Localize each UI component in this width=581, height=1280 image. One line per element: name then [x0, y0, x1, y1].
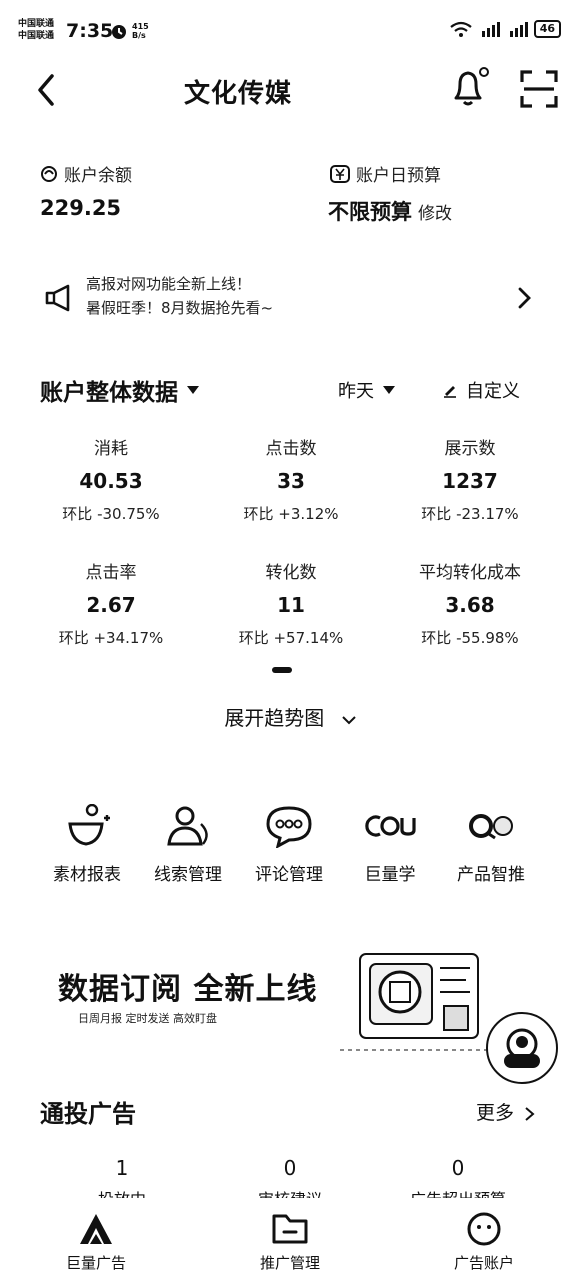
status-bar: 中国联通 中国联通 7:35 415 B/s 46 [0, 0, 581, 56]
floating-assistant-button[interactable] [484, 1010, 560, 1086]
announcement-banner[interactable]: 高报对网功能全新上线！ 暑假旺季！8月数据抢先看~ [40, 268, 540, 326]
tool-smart-push[interactable]: 产品智推 [436, 804, 546, 885]
expand-trend-button[interactable]: 展开趋势图 [0, 702, 581, 731]
tool-learning[interactable]: 巨量学 [335, 804, 445, 885]
chevron-down-icon [341, 715, 356, 724]
more-ads-link[interactable]: 更多 [476, 1098, 536, 1125]
notification-bell-icon[interactable] [448, 66, 490, 110]
alarm-icon [112, 25, 126, 39]
nav-promotion-management[interactable]: 推广管理 [230, 1212, 350, 1273]
ad-stat-over-budget[interactable]: 0 广告超出预算 [410, 1156, 506, 1198]
account-face-icon [467, 1212, 501, 1246]
page-indicator [272, 667, 292, 673]
banner-title: 数据订阅 全新上线 [58, 972, 318, 1007]
chevron-right-icon [525, 1106, 535, 1121]
balance-icon [41, 165, 57, 182]
overview-title-dropdown[interactable]: 账户整体数据 [40, 373, 200, 407]
lead-management-icon [167, 806, 208, 846]
metric-impressions[interactable]: 展示数 1237 环比 -23.17% [421, 439, 519, 523]
balance-label: 账户余额 [40, 161, 132, 186]
clock: 7:35 [66, 20, 114, 42]
yen-icon [330, 164, 350, 183]
tool-lead-management[interactable]: 线索管理 [133, 804, 243, 885]
scan-icon[interactable] [520, 70, 558, 108]
customize-button[interactable]: 自定义 [442, 377, 520, 403]
carrier-info: 中国联通 中国联通 [18, 19, 55, 41]
caret-down-icon [187, 386, 199, 394]
tool-comment-management[interactable]: 评论管理 [234, 804, 344, 885]
dashboard-illustration-icon [340, 953, 490, 1051]
ad-stat-running[interactable]: 1 投放中 [98, 1156, 146, 1198]
date-filter-dropdown[interactable]: 昨天 [338, 377, 396, 403]
budget-label: 账户日预算 [330, 161, 441, 186]
announcement-text: 高报对网功能全新上线！ 暑假旺季！8月数据抢先看~ [86, 275, 274, 317]
metric-avg-conversion-cost[interactable]: 平均转化成本 3.68 环比 -55.98% [419, 563, 521, 647]
material-report-icon [68, 804, 110, 846]
budget-value: 不限预算 修改 [328, 200, 452, 224]
metric-clicks[interactable]: 点击数 33 环比 +3.12% [243, 439, 339, 523]
folder-icon [272, 1214, 308, 1244]
chevron-right-icon [518, 287, 531, 309]
megaphone-icon [45, 284, 70, 312]
data-subscription-banner[interactable]: 数据订阅 全新上线 日周月报 定时发送 高效盯盘 [0, 920, 581, 1070]
smart-push-icon [469, 814, 513, 840]
bottom-navigation: 巨量广告 推广管理 广告账户 [0, 1200, 581, 1280]
nav-home[interactable]: 巨量广告 [36, 1212, 156, 1273]
system-icons: 46 [450, 20, 561, 38]
signal-icon-2 [509, 22, 528, 37]
nav-ad-account[interactable]: 广告账户 [424, 1212, 544, 1273]
metric-ctr[interactable]: 点击率 2.67 环比 +34.17% [58, 563, 164, 647]
battery-indicator: 46 [533, 20, 561, 38]
ads-section-title: 通投广告 [40, 1100, 136, 1128]
comment-management-icon [266, 806, 312, 848]
banner-subtitle: 日周月报 定时发送 高效盯盘 [78, 1012, 217, 1025]
ad-stat-review-suggestion[interactable]: 0 审核建议 [258, 1156, 322, 1198]
metric-conversions[interactable]: 转化数 11 环比 +57.14% [238, 563, 344, 647]
signal-icon [481, 22, 500, 37]
back-arrow-icon[interactable] [32, 70, 68, 110]
edit-budget-link[interactable]: 修改 [418, 204, 452, 224]
page-title: 文化传媒 [84, 73, 292, 110]
tool-material-report[interactable]: 素材报表 [32, 804, 142, 885]
metric-cost[interactable]: 消耗 40.53 环比 -30.75% [62, 439, 160, 523]
wifi-icon [450, 21, 472, 37]
redacted-name [84, 82, 184, 108]
learning-icon [365, 815, 416, 837]
brand-logo-icon [80, 1214, 112, 1244]
balance-value: 229.25 [40, 196, 122, 220]
network-speed: 415 B/s [132, 22, 149, 40]
caret-down-icon [383, 386, 395, 394]
pencil-icon [444, 386, 456, 398]
